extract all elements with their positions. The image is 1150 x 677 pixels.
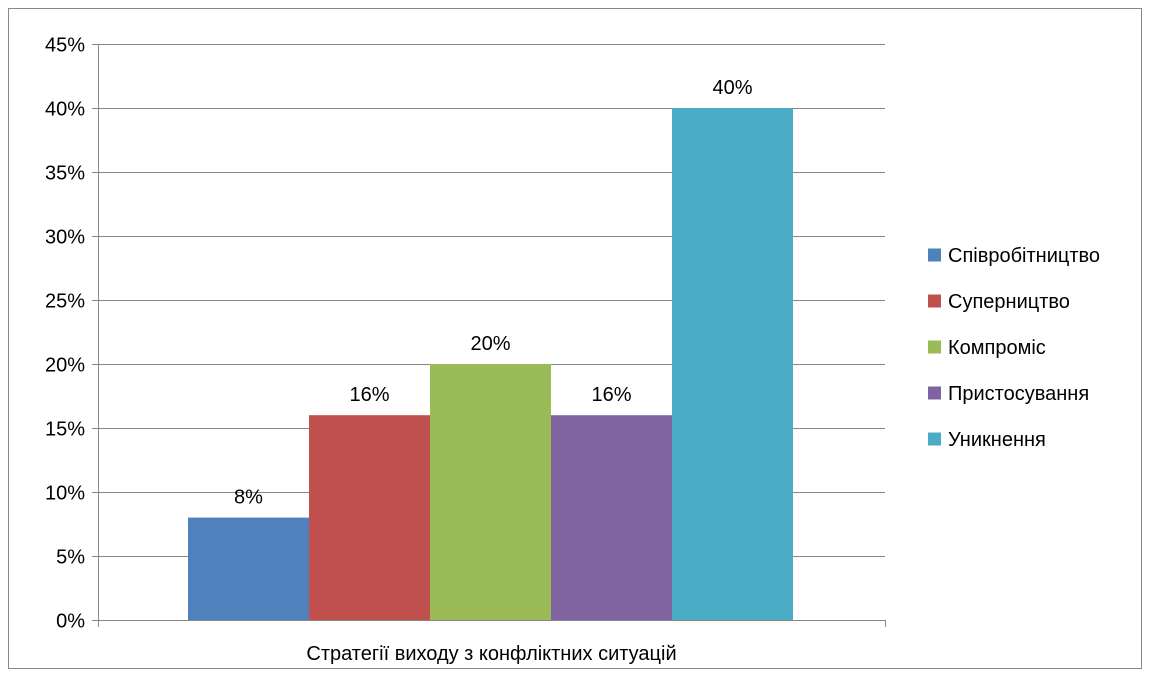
legend-swatch — [928, 340, 941, 354]
bar-5 — [672, 108, 793, 620]
x-axis-category-labels: Стратегії виходу з конфліктних ситуацій — [306, 643, 676, 665]
data-label: 20% — [470, 333, 510, 355]
axes — [92, 44, 886, 627]
data-label: 40% — [712, 77, 752, 99]
legend[interactable]: Співробітництво Суперництво Компроміс Прист… — [928, 245, 1100, 451]
legend-label: Уникнення — [948, 429, 1046, 451]
y-tick-label: 25% — [45, 291, 85, 313]
data-label: 8% — [234, 487, 263, 509]
bar-2 — [309, 415, 430, 620]
data-label: 16% — [591, 384, 631, 406]
legend-swatch — [928, 294, 941, 308]
y-tick-label: 45% — [45, 35, 85, 57]
legend-item[interactable]: Пристосування — [928, 383, 1089, 405]
y-tick-label: 35% — [45, 163, 85, 185]
bars — [188, 108, 793, 620]
legend-item[interactable]: Компроміс — [928, 337, 1046, 359]
bar-4 — [551, 415, 672, 620]
legend-item[interactable]: Уникнення — [928, 429, 1046, 451]
y-tick-label: 15% — [45, 419, 85, 441]
data-label: 16% — [349, 384, 389, 406]
legend-label: Співробітництво — [948, 245, 1100, 267]
legend-swatch — [928, 432, 941, 446]
bar-3 — [430, 364, 551, 620]
y-tick-label: 20% — [45, 355, 85, 377]
legend-label: Пристосування — [948, 383, 1089, 405]
x-axis-category-label: Стратегії виходу з конфліктних ситуацій — [306, 643, 676, 665]
y-axis-tick-labels: 0% 5% 10% 15% 20% 25% 30% 35% 40% 45% — [45, 35, 85, 633]
legend-label: Суперництво — [948, 291, 1070, 313]
legend-item[interactable]: Співробітництво — [928, 245, 1100, 267]
legend-label: Компроміс — [948, 337, 1046, 359]
legend-swatch — [928, 248, 941, 262]
y-tick-label: 0% — [56, 611, 85, 633]
y-tick-label: 40% — [45, 99, 85, 121]
data-labels: 8% 16% 20% 16% 40% — [234, 77, 753, 509]
y-tick-label: 10% — [45, 483, 85, 505]
legend-swatch — [928, 386, 941, 400]
bar-1 — [188, 517, 309, 620]
y-tick-label: 30% — [45, 227, 85, 249]
y-tick-label: 5% — [56, 547, 85, 569]
legend-item[interactable]: Суперництво — [928, 291, 1070, 313]
